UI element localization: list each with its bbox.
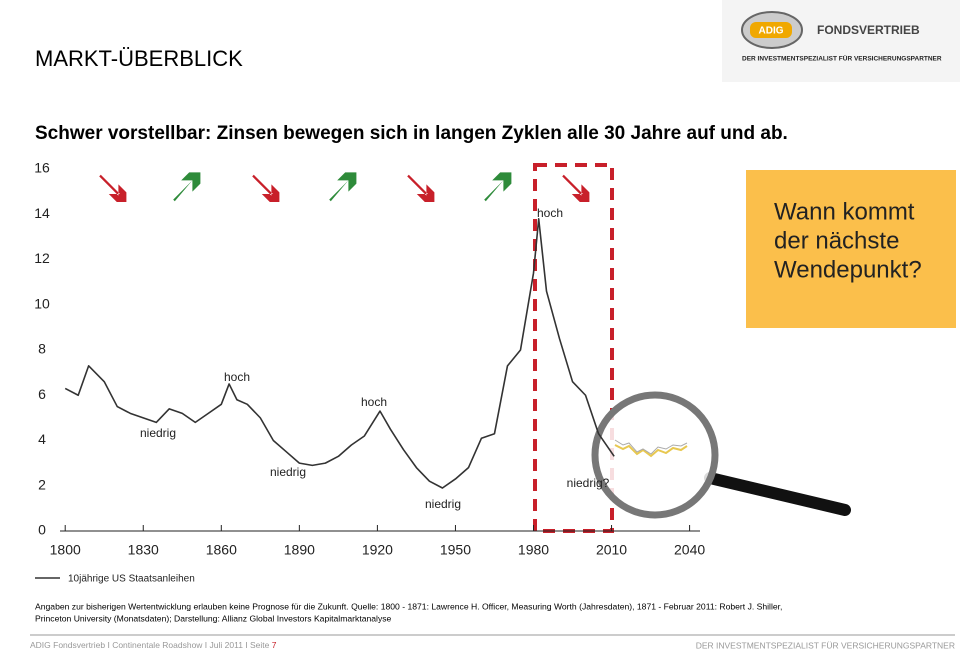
annotation: hoch [537, 206, 563, 220]
x-tick-label: 1800 [50, 542, 81, 558]
x-tick-label: 1830 [128, 542, 159, 558]
x-tick-label: 1920 [362, 542, 393, 558]
y-tick-label: 12 [34, 250, 50, 266]
y-tick-label: 4 [38, 431, 46, 447]
y-tick-label: 6 [38, 386, 46, 402]
annotation: niedrig [140, 426, 176, 440]
x-tick-label: 1950 [440, 542, 471, 558]
callout-box [746, 170, 956, 328]
plot: 0 2 4 6 8 10 12 14 16 1800 1830 1860 1890 1920 1950 198… [34, 160, 705, 558]
arrow-down [252, 174, 280, 202]
footer-page: 7 [272, 640, 277, 650]
trend-arrows [99, 172, 590, 202]
series-line [64, 217, 615, 489]
arrow-up [173, 172, 201, 202]
arrow-up [329, 172, 357, 202]
magnifier-detail [614, 444, 688, 458]
footnote: Angaben zur bisherigen Wertentwicklung e… [35, 601, 782, 611]
slide-title: MARKT-ÜBERBLICK [35, 46, 243, 71]
magnifier-detail [614, 439, 688, 455]
annotation: hoch [224, 370, 250, 384]
x-tick-label: 1890 [284, 542, 315, 558]
footer-left: ADIG Fondsvertrieb I Continentale Roadsh… [30, 640, 277, 650]
y-tick-label: 2 [38, 476, 46, 492]
x-tick-label: 2010 [596, 542, 627, 558]
y-tick-label: 10 [34, 295, 50, 311]
logo-badge [750, 22, 792, 38]
magnifier-handle [704, 472, 851, 516]
annotation: niedrig [270, 465, 306, 479]
annotation: hoch [361, 395, 387, 409]
y-tick-label: 0 [38, 522, 46, 538]
arrow-up [484, 172, 512, 202]
logo-brand: ADIG [759, 26, 784, 37]
x-tick-label: 2040 [674, 542, 705, 558]
magnifier [591, 391, 851, 519]
logo-tagline: DER INVESTMENTSPEZIALIST FÜR VERSICHERUN… [742, 54, 942, 63]
logo: ADIG FONDSVERTRIEB DER INVESTMENTSPEZIAL… [722, 0, 960, 82]
footnote: Princeton University (Monatsdaten); Dars… [35, 613, 392, 623]
y-tick-label: 8 [38, 341, 46, 357]
callout-line: der nächste [774, 227, 899, 254]
annotation: niedrig? [567, 476, 610, 490]
arrow-down [99, 174, 127, 202]
arrow-down [407, 174, 435, 202]
y-tick-label: 16 [34, 160, 50, 176]
subtitle: Schwer vorstellbar: Zinsen bewegen sich … [35, 123, 788, 144]
footer-right: DER INVESTMENTSPEZIALIST FÜR VERSICHERUN… [696, 640, 955, 650]
y-tick-label: 14 [34, 205, 50, 221]
x-tick-label: 1980 [518, 542, 549, 558]
x-tick-label: 1860 [206, 542, 237, 558]
logo-name: FONDSVERTRIEB [817, 23, 920, 37]
magnifier-lens [591, 391, 719, 519]
annotation: niedrig [425, 497, 461, 511]
footer-meta: ADIG Fondsvertrieb I Continentale Roadsh… [30, 640, 270, 650]
callout-line: Wann kommt [774, 198, 915, 225]
legend-label: 10jährige US Staatsanleihen [68, 574, 195, 585]
callout-line: Wendepunkt? [774, 256, 922, 283]
arrow-down [562, 174, 590, 202]
